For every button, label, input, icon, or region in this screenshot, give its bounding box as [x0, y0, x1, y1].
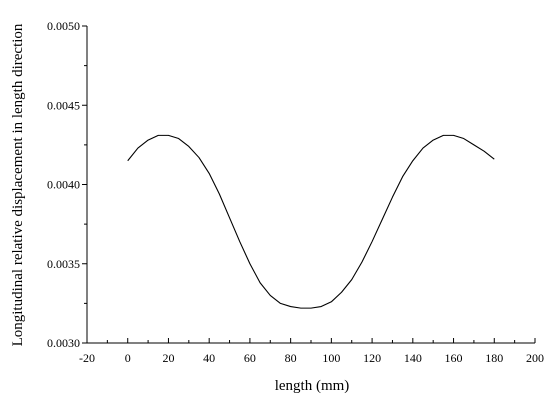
plot-area — [127, 134, 495, 309]
series-line — [127, 134, 495, 309]
x-tick-label: 160 — [445, 351, 463, 365]
x-tick-label: 80 — [285, 351, 297, 365]
y-tick-label: 0.0035 — [47, 257, 80, 271]
x-tick-label: 0 — [125, 351, 131, 365]
x-tick-label: 40 — [203, 351, 215, 365]
x-tick-label: 20 — [162, 351, 174, 365]
x-tick-label: 140 — [404, 351, 422, 365]
chart-axes — [86, 26, 535, 344]
x-axis-ticks: -20 0 20 40 60 80 100 120 140 160 180 200 — [79, 338, 544, 365]
y-tick-label: 0.0030 — [47, 336, 80, 350]
x-tick-label: 180 — [485, 351, 503, 365]
y-tick-label: 0.0050 — [47, 19, 80, 33]
x-tick-label: 100 — [322, 351, 340, 365]
y-axis-ticks: 0.0030 0.0035 0.0040 0.0045 0.0050 — [47, 19, 87, 350]
x-axis-label: length (mm) — [275, 378, 350, 394]
x-tick-label: 60 — [244, 351, 256, 365]
y-tick-label: 0.0045 — [47, 98, 80, 112]
x-tick-label: -20 — [79, 351, 95, 365]
y-tick-label: 0.0040 — [47, 178, 80, 192]
y-axis-label: Longitudinal relative displacement in le… — [10, 23, 26, 346]
x-tick-label: 120 — [363, 351, 381, 365]
x-tick-label: 200 — [526, 351, 544, 365]
